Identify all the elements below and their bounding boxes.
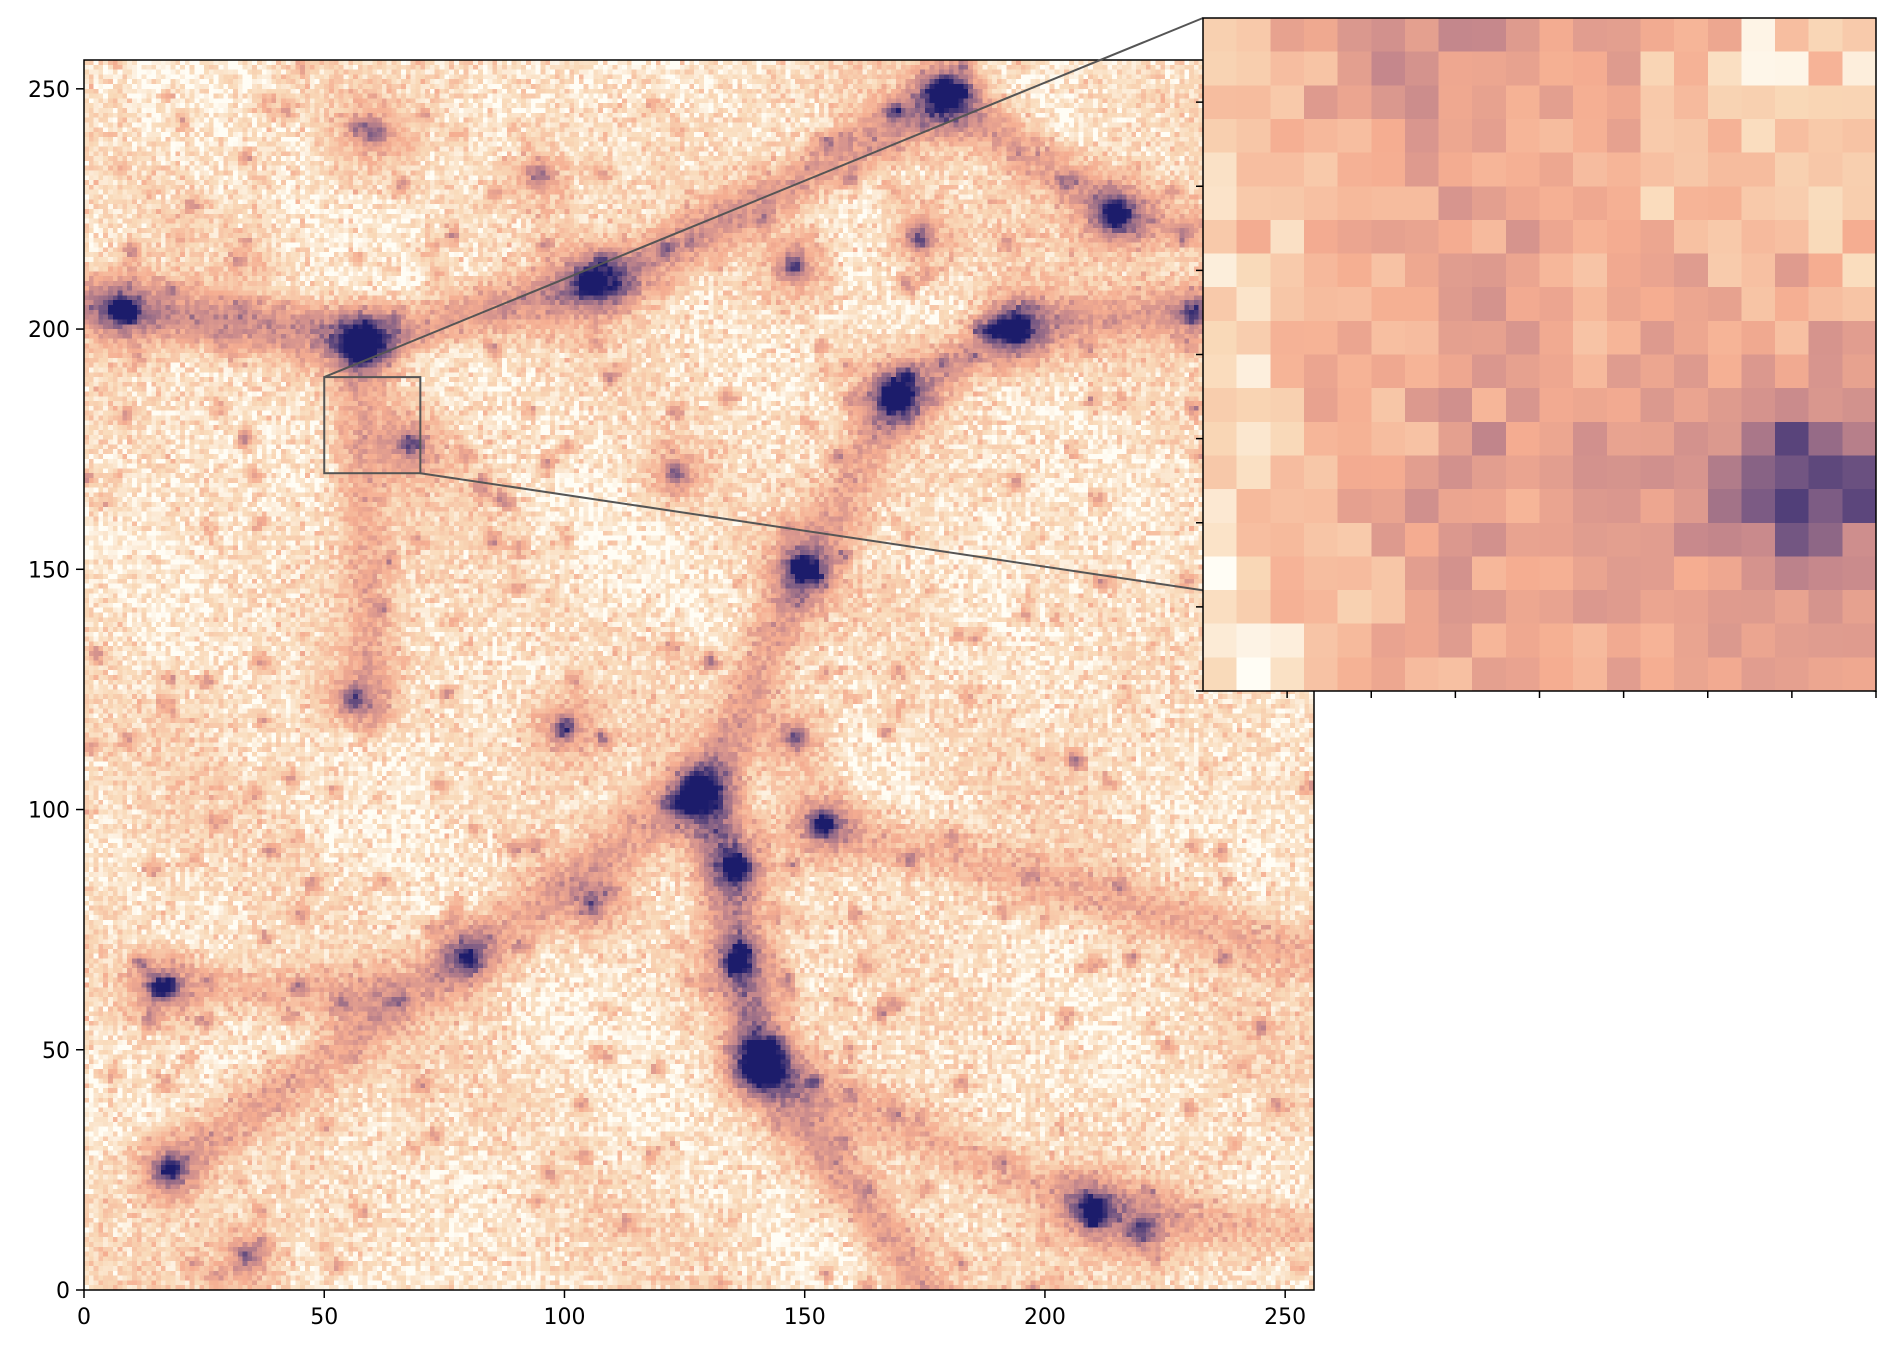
y-tick-label: 0 — [56, 1279, 70, 1304]
x-tick-label: 250 — [1264, 1305, 1306, 1330]
inset-y-axis — [1196, 101, 1203, 692]
x-tick-label: 200 — [1024, 1305, 1066, 1330]
x-tick-label: 150 — [784, 1305, 826, 1330]
y-tick-label: 250 — [28, 78, 70, 103]
main-heatmap-panel: 0 50 100 150 200 250 0 50 100 150 200 250 — [28, 59, 1315, 1330]
y-tick-label: 100 — [28, 799, 70, 824]
main-y-axis: 0 50 100 150 200 250 — [28, 78, 84, 1304]
inset-heatmap-panel — [1196, 17, 1877, 698]
connector-line-top — [323, 17, 1204, 379]
main-heatmap-image — [84, 60, 1314, 1290]
inset-heatmap-image — [1203, 18, 1876, 691]
inset-x-axis — [1286, 691, 1877, 698]
inset-region-box — [323, 376, 422, 475]
main-x-axis: 0 50 100 150 200 250 — [77, 1290, 1306, 1330]
y-tick-label: 50 — [42, 1039, 70, 1064]
y-tick-label: 200 — [28, 318, 70, 343]
x-tick-label: 100 — [543, 1305, 585, 1330]
x-tick-label: 50 — [310, 1305, 338, 1330]
x-tick-label: 0 — [77, 1305, 91, 1330]
y-tick-label: 150 — [28, 558, 70, 583]
